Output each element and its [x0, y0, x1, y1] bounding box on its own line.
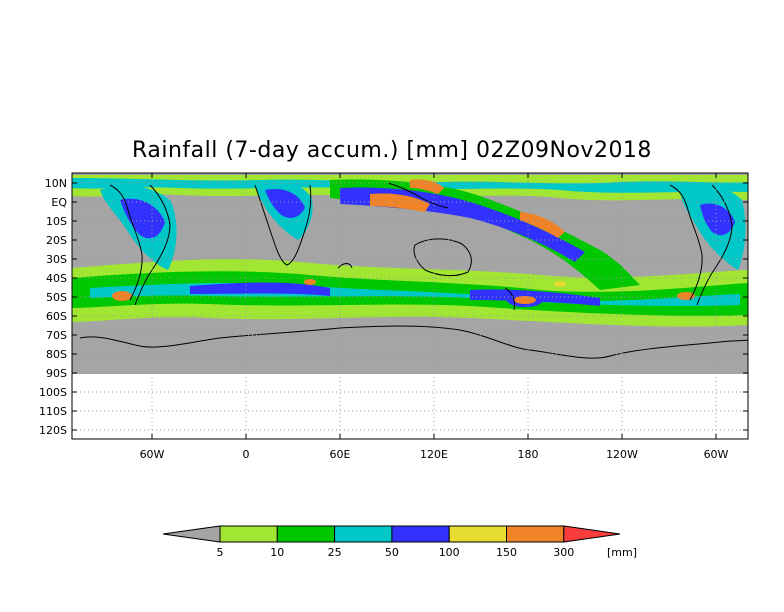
rainfall-africa [255, 179, 313, 240]
colorbar-swatch [506, 525, 565, 543]
colorbar-threshold-label: 50 [385, 546, 399, 559]
colorbar-threshold-label: 5 [217, 546, 224, 559]
lon-tick-label: 60W [704, 448, 729, 461]
colorbar-threshold-label: 300 [553, 546, 574, 559]
latitude-axis: 10N EQ 10S 20S 30S 40S 50S 60S 70S 80S 90S 100S 110S… [39, 177, 748, 437]
no-data-region [72, 374, 748, 439]
lat-tick-label: 10S [46, 215, 67, 228]
lon-tick-label: 60W [140, 448, 165, 461]
colorbar-threshold-label: 100 [439, 546, 460, 559]
lat-tick-label: 10N [45, 177, 67, 190]
map-frame [71, 172, 749, 440]
lat-tick-label: EQ [51, 196, 67, 209]
lat-tick-label: 110S [39, 405, 67, 418]
lat-tick-label: 120S [39, 424, 67, 437]
colorbar-unit-label: [mm] [607, 546, 637, 559]
lon-tick-label: 120W [606, 448, 638, 461]
lat-tick-label: 80S [46, 348, 67, 361]
colorbar-swatch [219, 525, 278, 543]
map-area [72, 173, 748, 374]
longitude-axis: 60W 0 60E 120E 180 120W 60W [140, 173, 729, 461]
lon-tick-label: 0 [243, 448, 250, 461]
antarctica-coastline [79, 325, 748, 359]
lat-tick-label: 70S [46, 329, 67, 342]
map-title: Rainfall (7-day accum.) [mm] 02Z09Nov201… [132, 138, 652, 163]
colorbar-swatch [391, 525, 450, 543]
lon-tick-label: 60E [330, 448, 351, 461]
colorbar-swatch [448, 525, 508, 543]
colorbar-threshold-label: 10 [270, 546, 284, 559]
lat-tick-label: 20S [46, 234, 67, 247]
graticule [72, 173, 748, 439]
rainfall-south-america [100, 185, 746, 270]
lat-tick-label: 50S [46, 291, 67, 304]
antarctica-region [72, 326, 748, 374]
colorbar-labels: 5 10 25 50 100 150 300 [mm] [217, 546, 638, 559]
lat-tick-label: 100S [39, 386, 67, 399]
lat-tick-label: 30S [46, 253, 67, 266]
colorbar-threshold-label: 25 [328, 546, 342, 559]
lat-tick-label: 60S [46, 310, 67, 323]
lon-tick-label: 120E [420, 448, 448, 461]
colorbar [162, 525, 621, 543]
colorbar-swatch [276, 525, 336, 543]
colorbar-swatch [334, 525, 393, 543]
colorbar-high-arrow [563, 525, 621, 543]
lat-tick-label: 90S [46, 367, 67, 380]
colorbar-low-arrow [162, 525, 221, 543]
coastlines [109, 182, 733, 311]
lat-tick-label: 40S [46, 272, 67, 285]
lon-tick-label: 180 [518, 448, 539, 461]
colorbar-threshold-label: 150 [496, 546, 517, 559]
